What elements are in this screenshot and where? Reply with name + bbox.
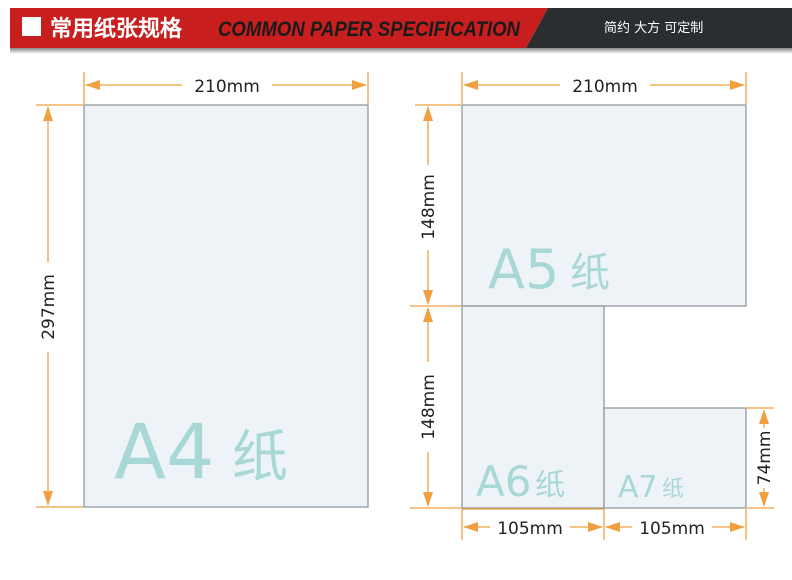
header-title-en: COMMON PAPER SPECIFICATION xyxy=(218,18,521,41)
a6-width-label: 105mm xyxy=(497,519,563,539)
header-title-cn: 常用纸张规格 xyxy=(50,16,183,42)
paper-a4: A4 纸 xyxy=(83,104,369,508)
a5-suffix: 纸 xyxy=(570,250,610,296)
a7-label: A7 xyxy=(618,470,658,505)
a7-suffix: 纸 xyxy=(662,477,684,502)
square-bullet-icon xyxy=(22,17,41,36)
a5-label: A5 xyxy=(488,238,559,301)
header-tagline: 简约 大方 可定制 xyxy=(604,20,703,36)
a4-height-label: 297mm xyxy=(39,274,59,340)
a7-width-label: 105mm xyxy=(639,519,705,539)
a6-height-label: 148mm xyxy=(419,374,439,440)
a4-width-label: 210mm xyxy=(194,77,260,97)
a6-label: A6 xyxy=(476,457,531,506)
dimension-lines xyxy=(36,72,774,540)
a5-width-label: 210mm xyxy=(572,77,638,97)
a5-height-label: 148mm xyxy=(419,174,439,240)
a6-suffix: 纸 xyxy=(535,468,565,503)
header-banner: 常用纸张规格 COMMON PAPER SPECIFICATION 简约 大方 … xyxy=(10,8,792,54)
paper-a7: A7 纸 xyxy=(603,407,747,509)
a4-label: A4 xyxy=(114,407,214,496)
a7-height-label: 74mm xyxy=(755,431,775,486)
paper-a6: A6 纸 xyxy=(461,305,605,509)
paper-a5: A5 纸 xyxy=(461,104,747,307)
a4-suffix: 纸 xyxy=(232,425,288,490)
